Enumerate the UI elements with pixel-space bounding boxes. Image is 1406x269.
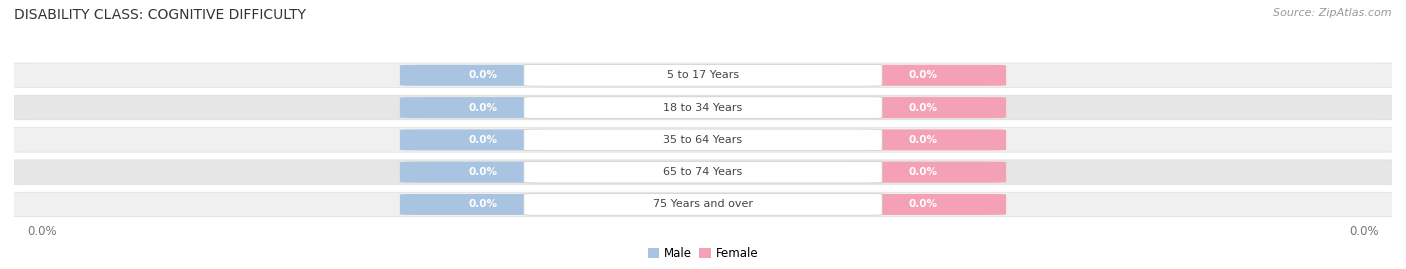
Text: DISABILITY CLASS: COGNITIVE DIFFICULTY: DISABILITY CLASS: COGNITIVE DIFFICULTY [14, 8, 307, 22]
FancyBboxPatch shape [841, 129, 1007, 150]
Text: 0.0%: 0.0% [468, 167, 498, 177]
FancyBboxPatch shape [0, 128, 1406, 152]
Text: 35 to 64 Years: 35 to 64 Years [664, 135, 742, 145]
Text: 0.0%: 0.0% [908, 70, 938, 80]
FancyBboxPatch shape [399, 129, 565, 150]
FancyBboxPatch shape [399, 162, 565, 183]
FancyBboxPatch shape [399, 97, 565, 118]
Text: 0.0%: 0.0% [908, 167, 938, 177]
FancyBboxPatch shape [399, 194, 565, 215]
Text: 75 Years and over: 75 Years and over [652, 199, 754, 210]
Legend: Male, Female: Male, Female [648, 247, 758, 260]
FancyBboxPatch shape [841, 162, 1007, 183]
FancyBboxPatch shape [0, 192, 1406, 217]
Text: 0.0%: 0.0% [468, 135, 498, 145]
FancyBboxPatch shape [0, 63, 1406, 88]
FancyBboxPatch shape [524, 65, 882, 86]
FancyBboxPatch shape [524, 194, 882, 215]
FancyBboxPatch shape [0, 160, 1406, 185]
Text: 0.0%: 0.0% [468, 70, 498, 80]
Text: 0.0%: 0.0% [468, 199, 498, 210]
Text: 0.0%: 0.0% [908, 102, 938, 113]
FancyBboxPatch shape [524, 129, 882, 151]
FancyBboxPatch shape [841, 65, 1007, 86]
FancyBboxPatch shape [524, 97, 882, 118]
Text: 0.0%: 0.0% [908, 199, 938, 210]
Text: 0.0%: 0.0% [908, 135, 938, 145]
Text: 18 to 34 Years: 18 to 34 Years [664, 102, 742, 113]
FancyBboxPatch shape [841, 97, 1007, 118]
Text: Source: ZipAtlas.com: Source: ZipAtlas.com [1274, 8, 1392, 18]
FancyBboxPatch shape [841, 194, 1007, 215]
Text: 0.0%: 0.0% [468, 102, 498, 113]
FancyBboxPatch shape [524, 161, 882, 183]
FancyBboxPatch shape [399, 65, 565, 86]
FancyBboxPatch shape [0, 95, 1406, 120]
Text: 5 to 17 Years: 5 to 17 Years [666, 70, 740, 80]
Text: 65 to 74 Years: 65 to 74 Years [664, 167, 742, 177]
